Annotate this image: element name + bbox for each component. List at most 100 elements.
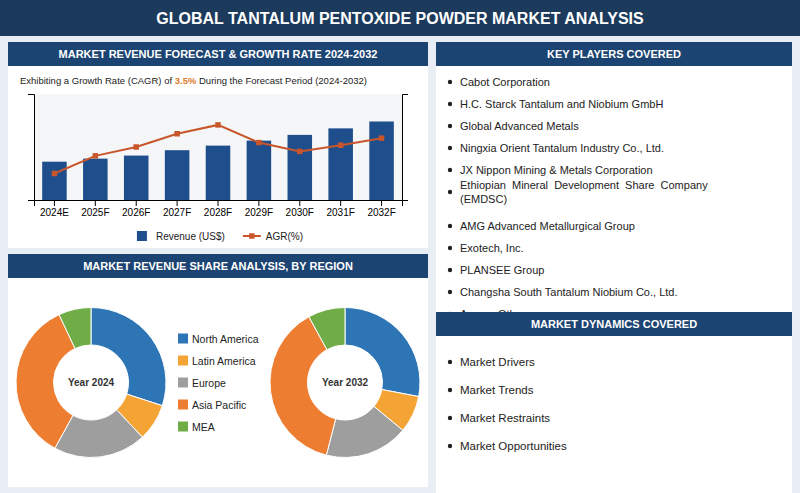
list-line: Ningxia Orient Tantalum Industry Co., Lt… bbox=[460, 142, 664, 154]
legend-swatch bbox=[137, 231, 147, 241]
list-line: Exotech, Inc. bbox=[460, 242, 524, 254]
legend: Revenue (US$)AGR(%) bbox=[137, 231, 303, 242]
legend-label: MEA bbox=[192, 421, 215, 433]
tick: 2030F bbox=[286, 200, 314, 218]
list-line: (EMDSC) bbox=[460, 193, 507, 205]
slice bbox=[59, 308, 91, 349]
tick-mark bbox=[136, 200, 137, 206]
legend-item: MEA bbox=[178, 421, 215, 433]
marker bbox=[297, 149, 302, 154]
list-item: H.C. Starck Tantalum and Niobium GmbH bbox=[460, 98, 663, 110]
bar bbox=[206, 146, 231, 200]
axis-line bbox=[35, 201, 403, 207]
marker bbox=[379, 135, 384, 140]
donut-label: Year 2032 bbox=[322, 377, 369, 388]
tick-mark bbox=[381, 200, 382, 206]
tick: 2029F bbox=[245, 200, 273, 218]
marker bbox=[133, 144, 138, 149]
legend: North AmericaLatin AmericaEuropeAsia Pac… bbox=[178, 333, 259, 433]
tick-mark bbox=[299, 200, 300, 206]
bullet bbox=[448, 246, 452, 250]
list-item: Cabot Corporation bbox=[460, 76, 550, 88]
list-line: Market Restraints bbox=[460, 412, 550, 424]
tick-mark bbox=[218, 200, 219, 206]
list-item: Market Opportunities bbox=[460, 440, 567, 452]
section-header bbox=[436, 42, 792, 66]
legend-swatch bbox=[178, 400, 188, 410]
axis-line bbox=[28, 95, 35, 201]
bullet bbox=[448, 102, 452, 106]
list-item: Exotech, Inc. bbox=[460, 242, 524, 254]
legend-swatch bbox=[178, 334, 188, 344]
legend-swatch bbox=[178, 378, 188, 388]
tick: 2027F bbox=[163, 200, 191, 218]
tick: 2025F bbox=[81, 200, 109, 218]
list-line: Market Opportunities bbox=[460, 440, 567, 452]
bullet bbox=[448, 80, 452, 84]
bullet bbox=[448, 444, 452, 448]
section-title: MARKET DYNAMICS COVERED bbox=[531, 318, 697, 330]
bullet bbox=[448, 224, 452, 228]
panel: KEY PLAYERS COVERED Cabot Corporation H.C.… bbox=[436, 42, 792, 330]
tick-label: 2031F bbox=[326, 207, 354, 218]
tick-mark bbox=[340, 200, 341, 206]
slice bbox=[16, 315, 75, 449]
list-line: Cabot Corporation bbox=[460, 76, 550, 88]
donut-label: Year 2024 bbox=[68, 377, 115, 388]
tick-label: 2026F bbox=[122, 207, 150, 218]
marker bbox=[215, 122, 220, 127]
section-title: KEY PLAYERS COVERED bbox=[547, 48, 681, 60]
tick-label: 2024E bbox=[40, 207, 69, 218]
chart-root: GLOBAL TANTALUM PENTOXIDE POWDER MARKET … bbox=[0, 0, 800, 493]
marker bbox=[52, 171, 57, 176]
bullet bbox=[448, 360, 452, 364]
bullet bbox=[448, 290, 452, 294]
legend-item: Asia Pacific bbox=[178, 399, 246, 411]
bullet bbox=[448, 124, 452, 128]
marker bbox=[338, 142, 343, 147]
slice bbox=[309, 308, 345, 350]
title-bar bbox=[0, 0, 800, 36]
slice bbox=[91, 308, 166, 406]
marker bbox=[93, 153, 98, 158]
list-line: AMG Advanced Metallurgical Group bbox=[460, 220, 635, 232]
legend-item: Revenue (US$) bbox=[137, 231, 225, 242]
list-line: Market Trends bbox=[460, 384, 534, 396]
list-item: JX Nippon Mining & Metals Corporation bbox=[460, 164, 653, 176]
section-body bbox=[436, 336, 792, 493]
marker bbox=[256, 140, 261, 145]
panel: MARKET REVENUE SHARE ANALYSIS, BY REGION… bbox=[8, 254, 428, 487]
list-item: PLANSEE Group bbox=[460, 264, 544, 276]
line bbox=[54, 125, 381, 174]
section-body bbox=[8, 66, 428, 248]
legend-swatch bbox=[178, 422, 188, 432]
legend-marker bbox=[249, 233, 254, 238]
list-item: AMG Advanced Metallurgical Group bbox=[460, 220, 635, 232]
list-line: Market Drivers bbox=[460, 356, 535, 368]
bar bbox=[42, 162, 67, 200]
list-line: Ethiopian Mineral Development Share Comp… bbox=[460, 179, 708, 191]
tick-label: 2025F bbox=[81, 207, 109, 218]
list-item: Market Trends bbox=[460, 384, 534, 396]
legend-label: Latin America bbox=[192, 355, 256, 367]
tick-mark bbox=[258, 200, 259, 206]
tick-label: 2032F bbox=[367, 207, 395, 218]
marker bbox=[174, 131, 179, 136]
subtitle-part: 3.5% bbox=[175, 75, 197, 86]
list-line: Global Advanced Metals bbox=[460, 120, 579, 132]
list-item: Ethiopian Mineral Development Share Comp… bbox=[460, 179, 708, 205]
tick-label: 2028F bbox=[204, 207, 232, 218]
legend-label: Asia Pacific bbox=[192, 399, 246, 411]
section-header bbox=[436, 312, 792, 336]
list-line: Changsha South Tantalum Niobium Co., Ltd… bbox=[460, 286, 677, 298]
bullet bbox=[448, 168, 452, 172]
slice bbox=[326, 406, 402, 457]
bar bbox=[165, 150, 190, 200]
bar bbox=[288, 135, 313, 200]
bullet bbox=[448, 416, 452, 420]
subtitle: Exhibiting a Growth Rate (CAGR) of 3.5% … bbox=[20, 75, 367, 86]
bar bbox=[328, 128, 353, 200]
panel: MARKET REVENUE FORECAST & GROWTH RATE 20… bbox=[8, 42, 428, 248]
y2-axis bbox=[403, 95, 409, 201]
tick: 2028F bbox=[204, 200, 232, 218]
